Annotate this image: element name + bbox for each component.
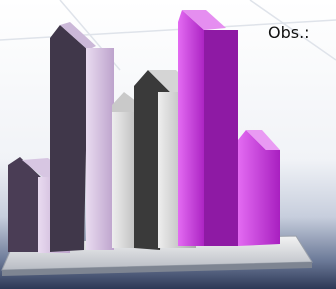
page: Obs.: (() => { const data = JSON.parse(d… [0,0,336,289]
bar [178,10,206,246]
bar [86,48,114,250]
bar-side [50,25,88,252]
obs-label: Obs.: [268,23,310,42]
screenshot: Obs.: [0,0,336,289]
bar-side [204,30,238,246]
